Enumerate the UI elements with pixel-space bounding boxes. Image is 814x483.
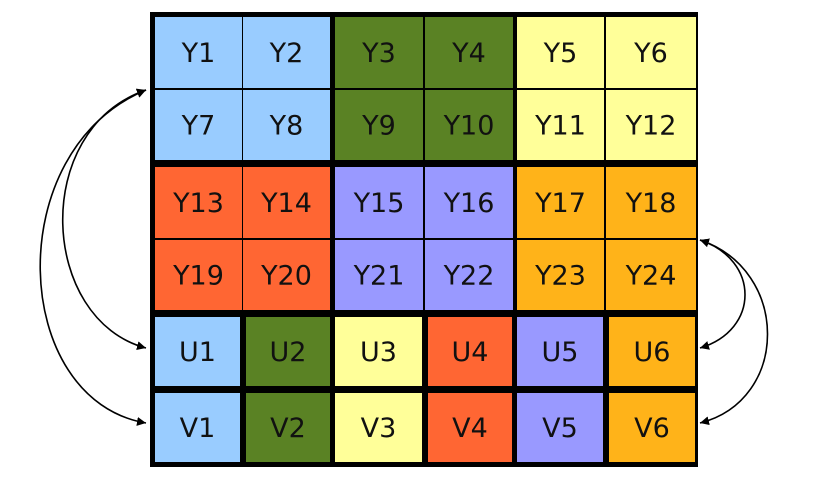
y-sample-cell <box>335 17 423 88</box>
y-sample-cell <box>155 17 242 88</box>
y-sample-label: Y16 <box>443 188 495 219</box>
u-sample-label: U1 <box>179 337 216 368</box>
y-sample-label: Y10 <box>443 111 495 142</box>
u-sample-cell <box>246 317 330 386</box>
y-sample-label: Y24 <box>625 261 677 292</box>
y-sample-label: Y17 <box>534 188 586 219</box>
y-sample-cell <box>335 167 423 238</box>
y-sample-cell <box>155 90 242 160</box>
y-sample-cell <box>606 240 696 310</box>
y-sample-label: Y23 <box>534 261 586 292</box>
y-sample-cell <box>517 240 604 310</box>
arrow-y-to-v6 <box>699 238 769 426</box>
y-sample-cell <box>155 167 242 238</box>
v-sample-label: V6 <box>634 413 670 444</box>
arrow-y-to-v1 <box>39 89 147 426</box>
u-sample-label: U2 <box>270 337 307 368</box>
y-sample-label: Y22 <box>443 261 495 292</box>
y-sample-cell <box>243 167 330 238</box>
y-sample-cell <box>425 240 513 310</box>
y-sample-cell <box>335 90 423 160</box>
y-sample-cell <box>335 240 423 310</box>
y-sample-cell <box>243 17 330 88</box>
v-sample-label: V3 <box>361 413 397 444</box>
y-sample-label: Y21 <box>353 261 405 292</box>
y-sample-cell <box>517 167 604 238</box>
u-sample-label: U5 <box>542 337 579 368</box>
y-sample-label: Y11 <box>534 111 586 142</box>
u-sample-cell <box>609 317 695 386</box>
v-sample-cell <box>609 393 695 462</box>
y-sample-label: Y14 <box>260 188 312 219</box>
y-sample-label: Y6 <box>633 38 668 69</box>
y-sample-cell <box>517 17 604 88</box>
y-sample-label: Y13 <box>172 188 224 219</box>
u-sample-cell <box>428 317 512 386</box>
u-sample-label: U6 <box>634 337 671 368</box>
y-sample-cell <box>425 167 513 238</box>
u-sample-cell <box>517 317 603 386</box>
u-sample-cell <box>335 317 422 386</box>
u-sample-label: U3 <box>360 337 397 368</box>
v-sample-cell <box>428 393 512 462</box>
v-sample-label: V2 <box>270 413 306 444</box>
y-sample-label: Y1 <box>181 38 216 69</box>
arrow-y-to-u1 <box>61 88 147 351</box>
y-sample-label: Y8 <box>269 111 304 142</box>
v-sample-cell <box>335 393 422 462</box>
y-sample-label: Y20 <box>260 261 312 292</box>
y-sample-label: Y3 <box>361 38 396 69</box>
y-sample-cell <box>606 17 696 88</box>
y-sample-cell <box>606 90 696 160</box>
y-sample-cell <box>155 240 242 310</box>
y-sample-cell <box>425 17 513 88</box>
y-sample-label: Y4 <box>451 38 486 69</box>
y-sample-label: Y7 <box>181 111 216 142</box>
y-sample-label: Y9 <box>361 111 396 142</box>
y-sample-cell <box>425 90 513 160</box>
arrows <box>39 88 769 426</box>
y-sample-cell <box>606 167 696 238</box>
y-sample-label: Y15 <box>353 188 405 219</box>
y-sample-label: Y12 <box>625 111 677 142</box>
v-sample-label: V5 <box>542 413 578 444</box>
y-sample-label: Y18 <box>625 188 677 219</box>
v-sample-label: V4 <box>452 413 488 444</box>
v-sample-cell <box>155 393 240 462</box>
y-sample-label: Y19 <box>172 261 224 292</box>
u-sample-cell <box>155 317 240 386</box>
v-sample-cell <box>246 393 330 462</box>
u-sample-label: U4 <box>452 337 489 368</box>
y-sample-cell <box>243 240 330 310</box>
y-sample-cell <box>517 90 604 160</box>
v-sample-label: V1 <box>180 413 216 444</box>
y-sample-cell <box>243 90 330 160</box>
y-sample-label: Y2 <box>269 38 304 69</box>
v-sample-cell <box>517 393 603 462</box>
y-sample-label: Y5 <box>543 38 578 69</box>
arrow-y-to-u6 <box>699 238 746 350</box>
